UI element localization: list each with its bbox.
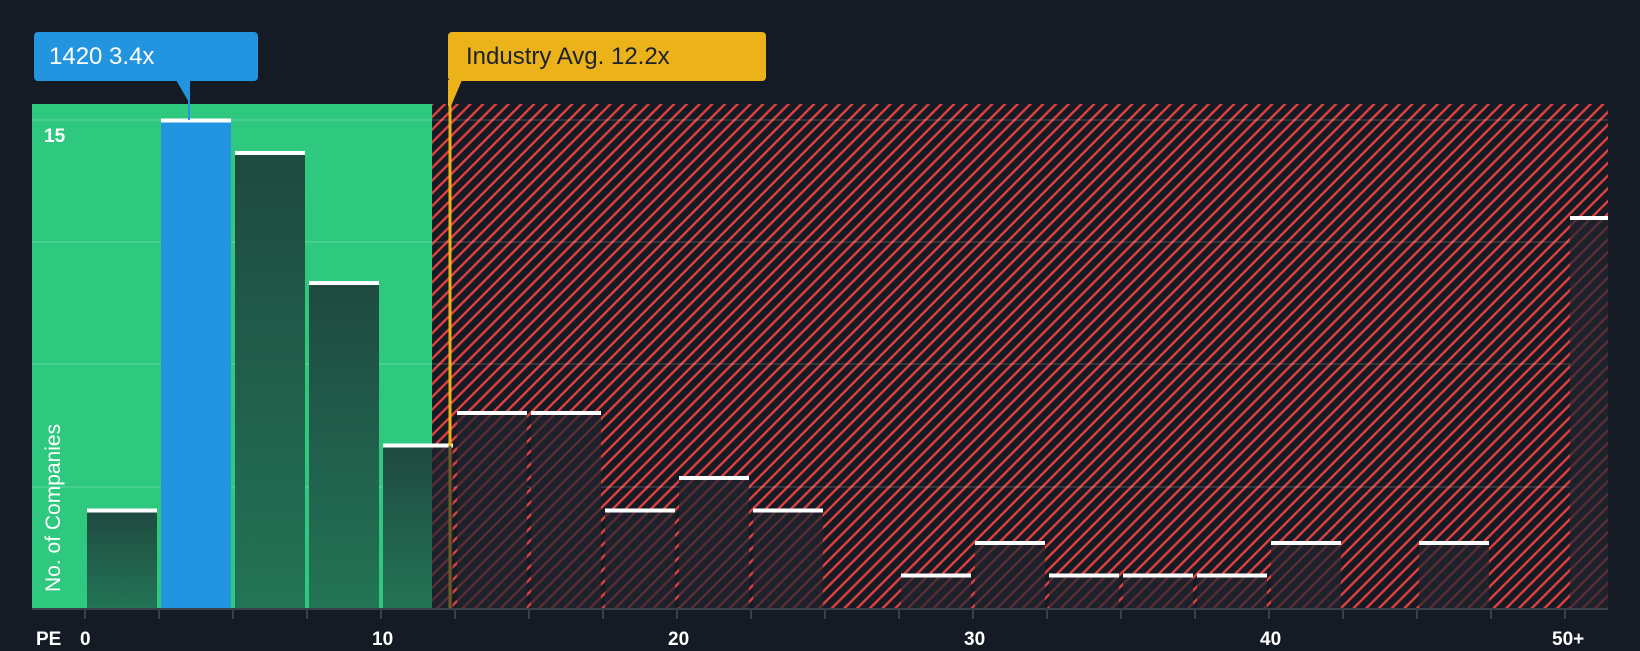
histogram-bar — [309, 283, 379, 608]
bar-cap — [161, 118, 231, 123]
histogram-bar — [679, 478, 749, 608]
histogram-bar — [605, 510, 675, 608]
industry-avg-tooltip: Industry Avg. 12.2x — [448, 32, 766, 81]
industry-tooltip-pointer — [448, 80, 462, 106]
x-tick-30: 30 — [964, 629, 986, 650]
bar-cap — [1419, 541, 1489, 545]
highlighted-bar — [161, 120, 231, 608]
bar-cap — [901, 573, 971, 578]
bar-cap — [383, 443, 453, 448]
y-axis-title: No. of Companies — [42, 423, 65, 592]
histogram-bar — [753, 510, 823, 608]
x-tick-20: 20 — [668, 629, 690, 650]
bar-cap — [1049, 573, 1119, 578]
x-tick-0: 0 — [80, 629, 91, 650]
histogram-bar — [1049, 575, 1119, 608]
x-tick-10: 10 — [372, 629, 394, 650]
bar-cap — [1570, 216, 1608, 220]
histogram-bar-overlap — [432, 445, 453, 608]
histogram-bar — [1570, 218, 1608, 608]
x-axis-ticks — [84, 609, 1566, 619]
histogram-bar — [1271, 543, 1341, 608]
bar-cap — [531, 411, 601, 415]
bar-cap — [235, 151, 305, 155]
histogram-bar — [975, 543, 1045, 608]
histogram-bar — [457, 413, 527, 608]
histogram-bar — [1123, 575, 1193, 608]
company-pe-tooltip: 1420 3.4x — [34, 32, 258, 81]
bar-cap — [1271, 541, 1341, 545]
histogram-bar — [531, 413, 601, 608]
histogram-bar — [1419, 543, 1489, 608]
histogram-bar — [87, 510, 157, 608]
x-tick-50-plus: 50+ — [1552, 629, 1585, 650]
y-tick-15: 15 — [44, 126, 66, 147]
bar-cap — [679, 476, 749, 480]
company-tooltip-pointer — [176, 80, 190, 104]
bar-cap — [753, 508, 823, 513]
histogram-bar — [235, 153, 305, 608]
histogram-bars — [87, 118, 1608, 608]
histogram-bar — [1197, 575, 1267, 608]
bar-cap — [87, 508, 157, 513]
bar-cap — [975, 541, 1045, 545]
bar-cap — [1197, 573, 1267, 578]
bar-cap — [457, 411, 527, 415]
bar-cap — [1123, 573, 1193, 578]
bar-cap — [605, 508, 675, 513]
x-axis-title: PE — [36, 629, 62, 650]
x-tick-40: 40 — [1260, 629, 1282, 650]
histogram-bar — [901, 575, 971, 608]
bar-cap — [309, 281, 379, 285]
